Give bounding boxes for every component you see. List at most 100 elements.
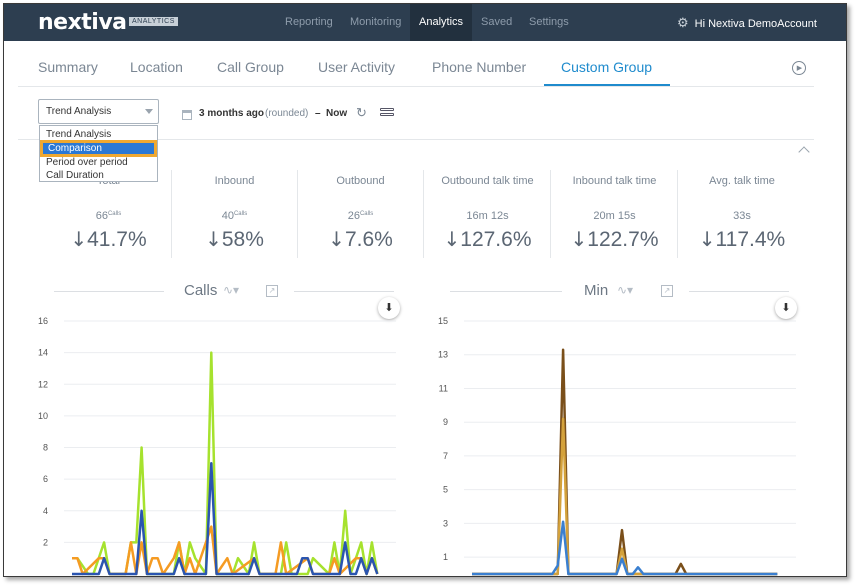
calls-series-line-1[interactable] bbox=[72, 525, 379, 576]
chart-title-rule bbox=[689, 291, 789, 292]
stat-value: 16m 12s bbox=[466, 210, 509, 222]
stat-value: 33s bbox=[733, 210, 751, 222]
section-divider bbox=[18, 139, 814, 140]
chart-title-rule bbox=[450, 291, 562, 292]
calls-y-tick-label: 16 bbox=[38, 316, 48, 326]
stat-total: Total 66Calls ↓41.7% bbox=[46, 170, 172, 258]
calls-y-tick-label: 2 bbox=[43, 537, 48, 547]
min-y-tick-label: 15 bbox=[438, 316, 448, 326]
min-y-tick-label: 1 bbox=[443, 552, 448, 562]
date-range-start[interactable]: 3 months ago bbox=[199, 108, 265, 119]
nav-saved[interactable]: Saved bbox=[481, 16, 513, 28]
stat-change: ↓58% bbox=[205, 227, 264, 251]
date-range-separator: – bbox=[315, 108, 321, 119]
stat-outbound-talk-time: Outbound talk time 16m 12s ↓127.6% bbox=[425, 170, 551, 258]
min-y-tick-label: 3 bbox=[443, 518, 448, 528]
stat-inbound: Inbound 40Calls ↓58% bbox=[172, 170, 298, 258]
stat-label: Outbound bbox=[336, 175, 385, 187]
option-period-over-period[interactable]: Period over period bbox=[46, 157, 128, 168]
calls-y-tick-label: 10 bbox=[38, 411, 48, 421]
chart-title-rule bbox=[54, 291, 164, 292]
min-download-button[interactable]: ⬇ bbox=[775, 297, 797, 319]
trend-icon[interactable]: ∿▾ bbox=[223, 283, 240, 297]
stat-change: ↓122.7% bbox=[570, 227, 659, 251]
calendar-icon[interactable] bbox=[182, 110, 192, 120]
refresh-icon[interactable]: ↻ bbox=[356, 105, 367, 120]
calls-download-button[interactable]: ⬇ bbox=[378, 297, 400, 319]
tab-location[interactable]: Location bbox=[130, 59, 183, 75]
nav-analytics[interactable]: Analytics bbox=[410, 4, 473, 41]
min-series-line-0[interactable] bbox=[472, 348, 778, 576]
arrow-down-icon: ↓ bbox=[205, 227, 222, 251]
calls-chart-title: Calls bbox=[184, 282, 218, 299]
chart-title-rule bbox=[294, 291, 394, 292]
tabs-divider bbox=[18, 86, 814, 87]
stat-change: ↓7.6% bbox=[328, 227, 393, 251]
account-menu[interactable]: ⚙ Hi Nextiva DemoAccount bbox=[677, 4, 817, 41]
stat-outbound: Outbound 26Calls ↓7.6% bbox=[298, 170, 424, 258]
stat-inbound-talk-time: Inbound talk time 20m 15s ↓122.7% bbox=[552, 170, 678, 258]
export-icon[interactable]: ↗ bbox=[266, 285, 278, 297]
tab-phone-number[interactable]: Phone Number bbox=[432, 59, 527, 75]
chevron-down-icon bbox=[145, 109, 153, 114]
analytics-badge: ANALYTICS bbox=[129, 17, 178, 26]
option-comparison[interactable]: Comparison bbox=[40, 140, 157, 157]
stat-change: ↓41.7% bbox=[70, 227, 147, 251]
greeting-text: Hi Nextiva DemoAccount bbox=[694, 18, 817, 30]
stat-avg-talk-time: Avg. talk time 33s ↓117.4% bbox=[679, 170, 805, 258]
option-call-duration[interactable]: Call Duration bbox=[46, 170, 104, 181]
stat-label: Inbound talk time bbox=[572, 175, 657, 187]
stat-label: Avg. talk time bbox=[709, 175, 775, 187]
date-range-note: (rounded) bbox=[265, 108, 309, 119]
calls-y-tick-label: 6 bbox=[43, 474, 48, 484]
stat-value: 20m 15s bbox=[593, 210, 636, 222]
arrow-down-icon: ↓ bbox=[70, 227, 88, 251]
min-y-tick-label: 7 bbox=[443, 451, 448, 461]
stat-label: Outbound talk time bbox=[441, 175, 534, 187]
option-trend-analysis[interactable]: Trend Analysis bbox=[46, 129, 112, 140]
nav-settings[interactable]: Settings bbox=[529, 16, 569, 28]
tab-user-activity[interactable]: User Activity bbox=[318, 59, 396, 75]
report-type-value: Trend Analysis bbox=[46, 106, 112, 117]
stat-change: ↓127.6% bbox=[443, 227, 532, 251]
app-window: nextiva ANALYTICS Reporting Monitoring A… bbox=[3, 3, 847, 577]
report-type-select[interactable]: Trend Analysis bbox=[38, 99, 159, 124]
nextiva-logo[interactable]: nextiva bbox=[38, 10, 127, 35]
chevron-up-icon[interactable] bbox=[798, 146, 810, 158]
calls-y-tick-label: 14 bbox=[38, 348, 48, 358]
report-type-dropdown: Trend Analysis Comparison Period over pe… bbox=[39, 125, 158, 182]
min-chart-title: Min bbox=[584, 282, 609, 299]
calls-series-line-0[interactable] bbox=[72, 351, 379, 576]
tab-summary[interactable]: Summary bbox=[38, 59, 98, 75]
export-icon[interactable]: ↗ bbox=[661, 285, 673, 297]
min-y-tick-label: 13 bbox=[438, 350, 448, 360]
calls-series-line-2[interactable] bbox=[72, 462, 379, 576]
calls-y-tick-label: 4 bbox=[43, 506, 48, 516]
min-y-tick-label: 5 bbox=[443, 485, 448, 495]
stat-label: Inbound bbox=[214, 175, 255, 187]
nav-monitoring[interactable]: Monitoring bbox=[350, 16, 402, 28]
tab-custom-group[interactable]: Custom Group bbox=[561, 59, 653, 75]
stat-change: ↓117.4% bbox=[698, 227, 786, 251]
arrow-down-icon: ↓ bbox=[443, 227, 461, 251]
min-y-tick-label: 11 bbox=[439, 383, 448, 393]
calls-y-tick-label: 8 bbox=[43, 443, 48, 453]
calls-chart: 2 4 6 8 10 12 14 16 bbox=[38, 316, 396, 576]
stat-value: 26Calls bbox=[347, 210, 374, 222]
nav-reporting[interactable]: Reporting bbox=[285, 16, 333, 28]
stat-value: 66Calls bbox=[95, 210, 122, 222]
play-icon[interactable]: ▶ bbox=[792, 61, 806, 75]
arrow-down-icon: ↓ bbox=[570, 227, 588, 251]
gear-icon: ⚙ bbox=[677, 15, 689, 30]
calls-y-tick-label: 12 bbox=[38, 379, 48, 389]
stat-value: 40Calls bbox=[221, 210, 248, 222]
min-y-tick-label: 9 bbox=[443, 417, 448, 427]
tab-call-group[interactable]: Call Group bbox=[217, 59, 284, 75]
date-range-end[interactable]: Now bbox=[326, 108, 348, 119]
active-tab-indicator bbox=[544, 84, 670, 86]
trend-icon[interactable]: ∿▾ bbox=[617, 283, 634, 297]
min-series-line-2[interactable] bbox=[472, 520, 778, 576]
filter-settings-icon[interactable] bbox=[380, 108, 394, 118]
top-navigation-bar: nextiva ANALYTICS Reporting Monitoring A… bbox=[4, 4, 846, 41]
